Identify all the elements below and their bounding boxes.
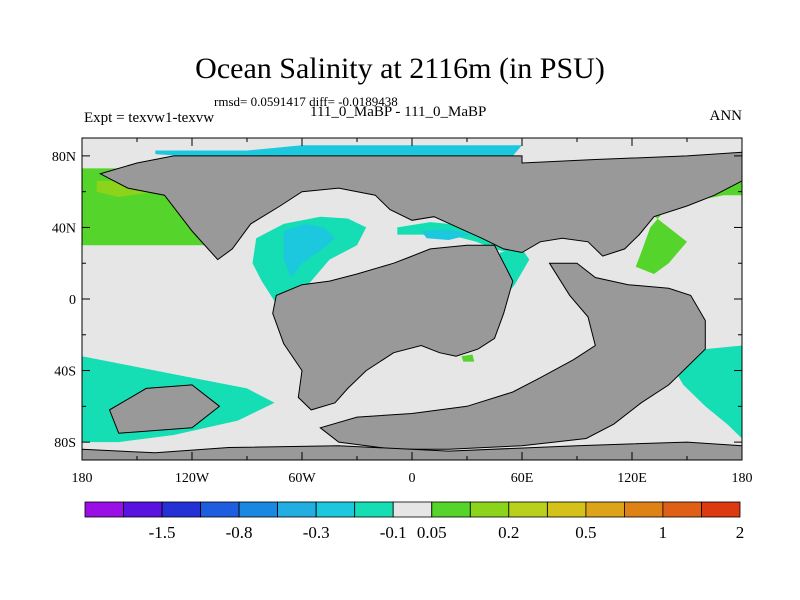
- land-south-america-africa: [272, 244, 514, 411]
- x-tick-label: 120E: [617, 471, 647, 486]
- axis-ticks: 180 120W 60W 0 60E 120E 180 80N 40N 0 40S 80S: [52, 138, 753, 486]
- region-northwest-pacific-positive: [635, 180, 742, 274]
- land-polar-strip: [82, 441, 742, 460]
- colorbar-box: [238, 501, 279, 518]
- colorbar-label: 1: [659, 523, 668, 542]
- colorbar-label: 0.2: [498, 523, 519, 542]
- colorbar-box: [200, 501, 240, 518]
- chart-title: Ocean Salinity at 2116m (in PSU): [195, 52, 605, 85]
- colorbar-box: [161, 501, 202, 518]
- y-tick-label: 0: [69, 293, 76, 308]
- land-masses: [82, 151, 742, 460]
- colorbar-label: -1.5: [149, 523, 176, 542]
- x-tick-label: 120W: [175, 471, 210, 486]
- colorbar-label: -0.1: [380, 523, 407, 542]
- colorbar-box: [701, 501, 741, 518]
- colorbar-label: 0.5: [575, 523, 596, 542]
- land-india-australia-antarctic: [319, 262, 706, 450]
- colorbar-box: [469, 501, 510, 518]
- season-label: ANN: [709, 108, 743, 124]
- experiment-label: Expt = texvw1-texvw: [84, 110, 215, 126]
- x-tick-label: 180: [72, 471, 93, 486]
- colorbar-label: 0.05: [417, 523, 447, 542]
- x-tick-label: 180: [732, 471, 753, 486]
- land-pacific-island-block: [108, 384, 221, 434]
- region-southwest-pacific-negative: [668, 345, 742, 439]
- colorbar-box: [84, 501, 124, 518]
- region-south-atlantic-green-spot: [461, 354, 475, 362]
- land-north-america-asia: [98, 151, 742, 261]
- colorbar-box: [354, 501, 394, 518]
- case-label: 111_0_MaBP - 111_0_MaBP: [310, 104, 487, 120]
- x-tick-label: 60W: [288, 471, 316, 486]
- colorbar-box: [585, 501, 625, 518]
- colorbar-box: [508, 501, 548, 518]
- colorbar-box: [662, 501, 702, 518]
- region-atlantic-core-negative: [283, 223, 335, 278]
- colorbar-box: [624, 501, 664, 518]
- colorbar-box: [123, 501, 163, 518]
- colorbar-box: [315, 501, 356, 518]
- stats-line: rmsd= 0.0591417 diff= -0.0189438: [214, 94, 398, 109]
- colorbar-box: [277, 501, 317, 518]
- y-tick-label: 80N: [52, 150, 76, 165]
- colorbar-box: [547, 501, 587, 518]
- x-tick-label: 0: [409, 471, 416, 486]
- colorbar-box: [431, 501, 471, 518]
- x-tick-label: 60E: [511, 471, 534, 486]
- y-tick-label: 40N: [52, 221, 76, 236]
- colorbar-label: 2: [736, 523, 745, 542]
- region-mediterranean-core-negative: [421, 229, 471, 240]
- colorbar-label: -0.8: [226, 523, 253, 542]
- y-tick-label: 80S: [54, 436, 76, 451]
- colorbar-label: -0.3: [303, 523, 330, 542]
- y-tick-label: 40S: [54, 365, 76, 380]
- colorbar: -1.5 -0.8 -0.3 -0.1 0.05 0.2 0.5 1 2: [84, 501, 745, 542]
- colorbar-box: [392, 501, 433, 518]
